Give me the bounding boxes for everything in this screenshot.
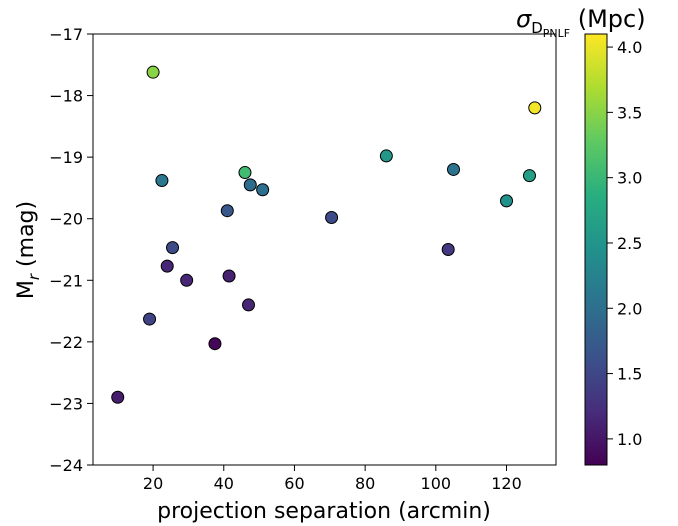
x-tick-label: 80 <box>355 474 375 493</box>
y-tick-label: −23 <box>49 394 83 413</box>
data-point-3 <box>146 65 160 79</box>
data-point-11 <box>238 166 252 180</box>
colorbar-tick-label: 2.5 <box>617 234 642 253</box>
data-point-20 <box>522 169 536 183</box>
data-point-12 <box>242 298 256 312</box>
colorbar-tick-label: 3.0 <box>617 169 642 188</box>
colorbar-tick-label: 2.0 <box>617 299 642 318</box>
data-point-16 <box>379 149 393 163</box>
x-tick-label: 20 <box>143 474 163 493</box>
data-point-17 <box>441 243 455 256</box>
x-tick-label: 60 <box>284 474 304 493</box>
data-point-21 <box>528 101 542 115</box>
colorbar-ticks: 1.0 1.5 2.0 2.5 3.0 3.5 4.0 <box>607 38 642 449</box>
data-point-5 <box>160 259 174 273</box>
data-point-6 <box>166 241 180 255</box>
data-point-13 <box>243 178 257 192</box>
colorbar-tick-label: 1.5 <box>617 365 642 384</box>
colorbar <box>584 33 608 466</box>
colorbar-tick-label: 4.0 <box>617 38 642 57</box>
data-point-8 <box>208 337 222 351</box>
x-tick-label: 40 <box>214 474 234 493</box>
data-point-15 <box>325 210 339 224</box>
data-point-18 <box>447 162 461 176</box>
colorbar-title: σDPNLF (Mpc) <box>516 5 646 40</box>
y-tick-label: −22 <box>49 333 83 352</box>
data-point-7 <box>180 273 194 287</box>
x-tick-label: 120 <box>491 474 522 493</box>
y-tick-label: −19 <box>49 148 83 167</box>
colorbar-tick-label: 1.0 <box>617 430 642 449</box>
y-axis-ticks: −17 −18 −19 −20 −21 −22 −23 −24 <box>49 25 93 475</box>
data-point-1 <box>111 390 125 404</box>
y-tick-label: −17 <box>49 25 83 44</box>
data-point-9 <box>220 204 234 218</box>
data-points <box>111 65 542 404</box>
colorbar-tick-label: 3.5 <box>617 103 642 122</box>
data-point-10 <box>222 269 236 283</box>
y-tick-label: −24 <box>49 456 83 475</box>
data-point-14 <box>256 183 270 197</box>
data-point-4 <box>155 174 169 188</box>
data-point-19 <box>500 194 514 208</box>
data-point-2 <box>143 312 157 326</box>
y-tick-label: −21 <box>49 271 83 290</box>
x-tick-label: 100 <box>421 474 452 493</box>
y-tick-label: −18 <box>49 87 83 106</box>
x-axis-title: projection separation (arcmin) <box>157 499 491 524</box>
y-tick-label: −20 <box>49 210 83 229</box>
x-axis-ticks: 20 40 60 80 100 120 <box>143 465 522 493</box>
y-axis-title: Mr (mag) <box>14 201 43 299</box>
plot-frame <box>92 33 557 466</box>
